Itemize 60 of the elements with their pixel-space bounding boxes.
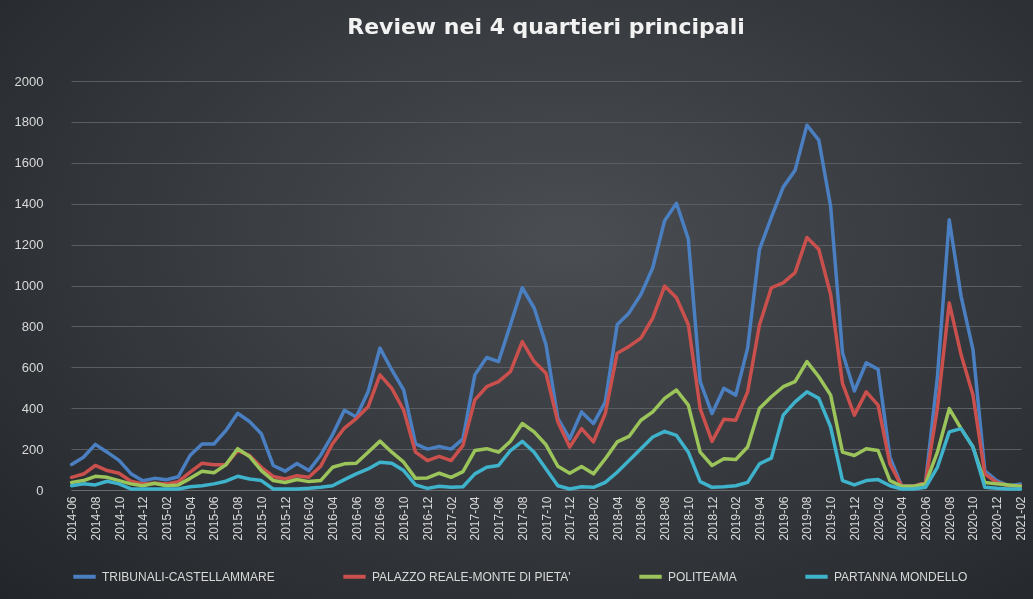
x-tick-label: 2017-02 (444, 496, 459, 541)
x-tick-label: 2015-10 (254, 496, 269, 541)
legend-label: POLITEAMA (668, 569, 737, 584)
y-tick-label: 400 (21, 400, 44, 416)
y-tick-label: 1200 (14, 237, 44, 253)
x-tick-label: 2016-06 (349, 496, 364, 541)
x-tick-label: 2018-02 (586, 496, 601, 541)
x-tick-label: 2020-08 (942, 496, 957, 541)
x-tick-label: 2019-10 (824, 496, 839, 541)
x-tick-label: 2019-08 (800, 496, 815, 541)
x-tick-label: 2016-12 (420, 496, 435, 541)
x-tick-label: 2017-08 (515, 496, 530, 541)
x-tick-label: 2015-08 (231, 496, 246, 541)
y-tick-label: 1000 (14, 278, 44, 293)
y-tick-label: 800 (21, 318, 44, 334)
legend-label: TRIBUNALI-CASTELLAMMARE (102, 569, 275, 584)
x-tick-label: 2016-08 (373, 496, 388, 541)
x-tick-label: 2015-06 (207, 496, 222, 541)
x-tick-label: 2015-02 (159, 496, 174, 541)
x-tick-label: 2014-10 (112, 496, 127, 541)
x-tick-label: 2016-04 (326, 496, 341, 541)
x-tick-label: 2019-06 (776, 496, 791, 541)
x-tick-label: 2018-04 (610, 496, 625, 541)
x-tick-label: 2014-12 (136, 496, 151, 541)
x-tick-label: 2018-08 (658, 496, 673, 541)
x-tick-label: 2020-04 (895, 496, 910, 541)
x-tick-label: 2014-06 (65, 496, 80, 541)
x-tick-label: 2014-08 (88, 496, 103, 541)
x-tick-label: 2017-12 (563, 496, 578, 541)
y-tick-label: 200 (21, 441, 44, 457)
x-tick-label: 2020-10 (966, 496, 981, 541)
x-tick-label: 2020-06 (919, 496, 934, 541)
y-tick-label: 2000 (14, 73, 44, 89)
x-tick-label: 2015-12 (278, 496, 293, 541)
x-tick-label: 2018-06 (634, 496, 649, 541)
y-tick-label: 0 (36, 482, 44, 498)
line-series (69, 235, 1023, 489)
x-tick-label: 2019-02 (729, 496, 744, 541)
x-tick-label: 2017-06 (492, 496, 507, 541)
x-tick-label: 2021-02 (1013, 496, 1028, 541)
x-tick-label: 2017-10 (539, 496, 554, 541)
x-tick-label: 2017-04 (468, 496, 483, 541)
y-tick-label: 600 (21, 359, 44, 375)
y-tick-label: 1600 (14, 155, 44, 171)
y-tick-label: 1400 (14, 196, 44, 212)
x-tick-label: 2020-02 (871, 496, 886, 541)
x-tick-label: 2018-12 (705, 496, 720, 541)
x-tick-label: 2015-04 (183, 496, 198, 541)
x-tick-label: 2016-10 (397, 496, 412, 541)
line-series (69, 359, 1023, 489)
legend-label: PALAZZO REALE-MONTE DI PIETA' (372, 569, 571, 584)
chart-title: Review nei 4 quartieri principali (347, 14, 745, 39)
x-tick-label: 2019-12 (847, 496, 862, 541)
x-tick-label: 2020-12 (990, 496, 1005, 541)
legend-label: PARTANNA MONDELLO (834, 569, 968, 584)
x-tick-label: 2016-02 (302, 496, 317, 541)
x-tick-label: 2019-04 (752, 496, 767, 541)
line-series (69, 390, 1023, 491)
x-tick-label: 2018-10 (681, 496, 696, 541)
y-tick-label: 1800 (14, 114, 44, 130)
